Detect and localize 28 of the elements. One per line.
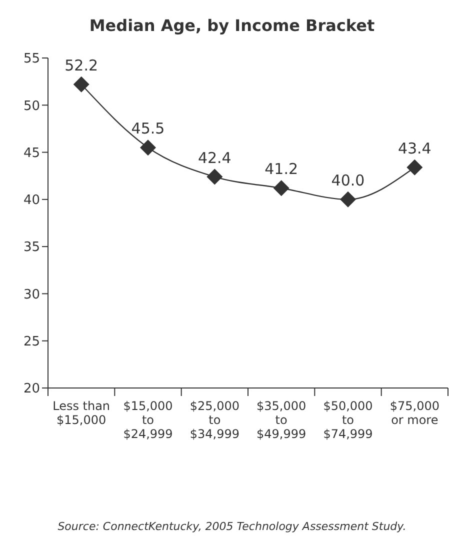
y-tick-label: 40 [23,193,40,208]
data-label: 42.4 [198,148,232,167]
source-note: Source: ConnectKentucky, 2005 Technology Assessment Study. [56,520,408,533]
y-tick-label: 30 [23,287,40,302]
point [406,159,423,176]
y-tick-label: 20 [23,382,40,397]
x-tick-label: $25,000 to $34,999 [190,399,240,441]
y-tick-label: 50 [23,98,40,114]
data-label: 43.4 [398,139,432,158]
data-label: 45.5 [131,120,165,138]
data-label: 40.0 [331,171,365,190]
x-tick-label: $15,000 to $24,999 [123,399,173,441]
y-tick-label: 45 [23,146,40,161]
point [140,140,156,156]
point [206,168,223,185]
x-tick-label: $75,000 or more [390,399,440,427]
point [73,76,90,92]
point [340,191,356,208]
y-tick-label: 35 [23,240,40,256]
chart-title: Median Age, by Income Bracket [88,16,376,35]
point [273,180,290,196]
data-label: 41.2 [264,160,298,178]
x-tick-label: $35,000 to $49,999 [256,399,306,441]
data-label: 52.2 [64,56,98,74]
y-tick-label: 25 [23,334,40,350]
y-tick-label: 55 [23,52,40,67]
x-tick-label: $50,000 to $74,999 [323,399,373,441]
x-tick-label: Less than $15,000 [52,399,110,427]
